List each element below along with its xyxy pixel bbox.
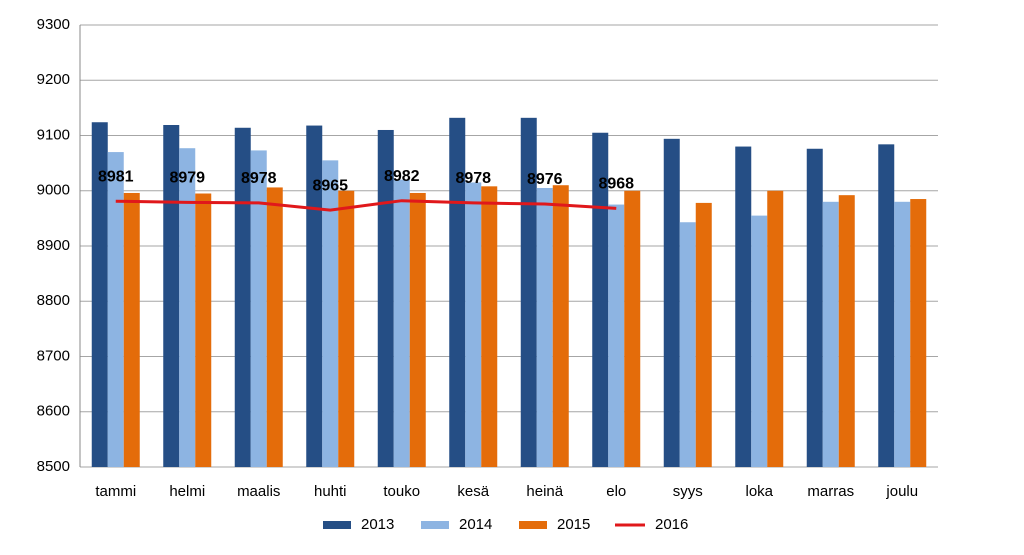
legend-swatch	[323, 521, 351, 529]
data-label: 8981	[98, 168, 134, 185]
legend-label: 2015	[557, 516, 590, 533]
x-tick-label: heinä	[526, 483, 563, 500]
legend-label: 2016	[655, 516, 688, 533]
bar	[107, 152, 124, 467]
bar	[234, 127, 251, 467]
bar	[838, 195, 855, 468]
line	[115, 199, 617, 212]
bar	[306, 125, 323, 468]
bar	[481, 186, 498, 467]
data-label: 8979	[169, 170, 205, 187]
x-tick-label: loka	[745, 483, 773, 500]
bar	[592, 132, 609, 468]
bar	[195, 193, 212, 467]
x-tick-label: tammi	[95, 483, 136, 500]
bar	[393, 179, 410, 467]
bar	[266, 187, 283, 467]
data-label: 8978	[241, 170, 277, 187]
legend-swatch	[519, 521, 547, 529]
bar	[322, 160, 339, 468]
bar	[179, 148, 196, 467]
bar	[338, 190, 355, 467]
y-tick-label: 8700	[37, 347, 70, 364]
bar	[910, 199, 927, 467]
bar	[679, 222, 696, 467]
x-tick-label: kesä	[457, 483, 489, 500]
bar	[465, 182, 482, 467]
y-tick-label: 9000	[37, 182, 70, 199]
x-tick-label: syys	[673, 483, 703, 500]
bar	[377, 129, 394, 467]
data-label: 8968	[598, 176, 634, 193]
bar	[449, 117, 466, 467]
bar	[806, 148, 823, 467]
x-tick-label: maalis	[237, 483, 280, 500]
bar	[536, 187, 553, 468]
x-tick-label: touko	[383, 483, 420, 500]
y-tick-label: 8600	[37, 403, 70, 420]
y-tick-label: 9200	[37, 71, 70, 88]
bar	[878, 144, 895, 467]
bar	[409, 192, 426, 467]
bar	[608, 204, 625, 467]
x-tick-label: elo	[606, 483, 626, 500]
y-tick-label: 9300	[37, 16, 70, 33]
bar	[663, 138, 680, 467]
bar	[695, 202, 712, 467]
bar	[822, 201, 839, 468]
data-label: 8965	[312, 177, 348, 194]
bar	[552, 185, 569, 467]
y-tick-label: 8500	[37, 458, 70, 475]
y-tick-label: 9100	[37, 126, 70, 143]
x-tick-label: huhti	[314, 483, 347, 500]
bar	[163, 125, 180, 467]
bar	[123, 192, 140, 467]
bar	[250, 150, 267, 468]
x-tick-label: marras	[807, 483, 854, 500]
bar	[751, 215, 768, 467]
data-label: 8978	[455, 170, 491, 187]
legend-swatch	[421, 521, 449, 529]
bar	[91, 122, 108, 468]
data-label: 8982	[384, 168, 420, 185]
bar	[767, 190, 784, 467]
legend-label: 2013	[361, 516, 394, 533]
data-label: 8976	[527, 171, 563, 188]
bar	[624, 190, 641, 467]
y-tick-label: 8900	[37, 237, 70, 254]
y-tick-label: 8800	[37, 292, 70, 309]
bar	[735, 146, 752, 468]
legend-label: 2014	[459, 516, 492, 533]
x-tick-label: helmi	[169, 483, 205, 500]
bar	[894, 201, 911, 468]
bar	[520, 117, 537, 467]
x-tick-label: joulu	[885, 483, 918, 500]
